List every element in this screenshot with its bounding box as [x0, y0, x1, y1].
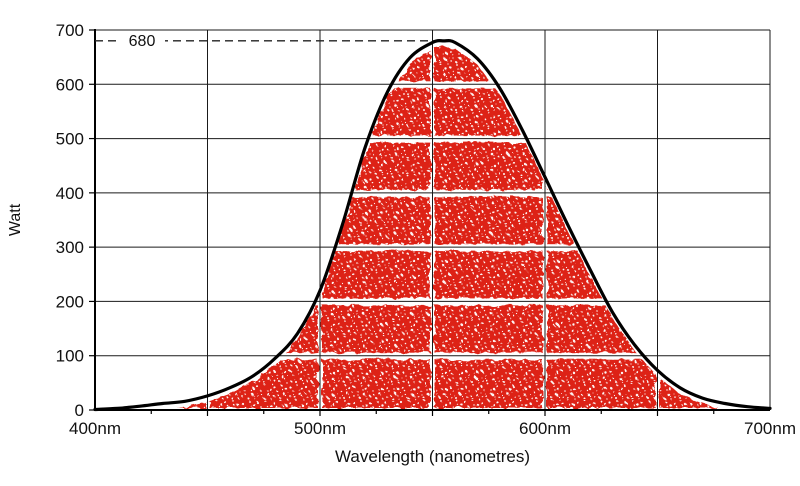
shaded-band: [369, 88, 526, 136]
shaded-band: [278, 305, 644, 353]
labels: 0 100 200 300 400 500 600 700 400nm 500nm 600nm 700…: [7, 21, 796, 466]
peak-annotation-box: [119, 30, 165, 50]
x-tick-label: 700nm: [744, 419, 796, 438]
x-tick-label: 600nm: [519, 419, 571, 438]
y-tick-label: 600: [56, 75, 84, 94]
peak-annotation: 680: [95, 30, 449, 50]
shaded-band: [335, 196, 578, 245]
x-tick-label: 400nm: [69, 419, 121, 438]
shaded-band: [174, 359, 720, 408]
y-tick-label: 200: [56, 292, 84, 311]
y-tick-label: 0: [75, 401, 84, 420]
peak-annotation-label: 680: [129, 33, 156, 50]
shaded-area: [174, 46, 720, 410]
y-tick-label: 700: [56, 21, 84, 40]
x-axis-title: Wavelength (nanometres): [335, 447, 530, 466]
y-tick-label: 300: [56, 238, 84, 257]
shaded-band: [352, 142, 552, 190]
y-tick-label: 400: [56, 184, 84, 203]
x-tick-label: 500nm: [294, 419, 346, 438]
grid: [95, 29, 771, 410]
spectral-curve: [93, 38, 772, 412]
y-tick-label: 500: [56, 130, 84, 149]
y-tick-label: 100: [56, 347, 84, 366]
y-axis-title: Watt: [7, 203, 24, 236]
axes: [89, 29, 770, 416]
shaded-band: [315, 251, 606, 299]
